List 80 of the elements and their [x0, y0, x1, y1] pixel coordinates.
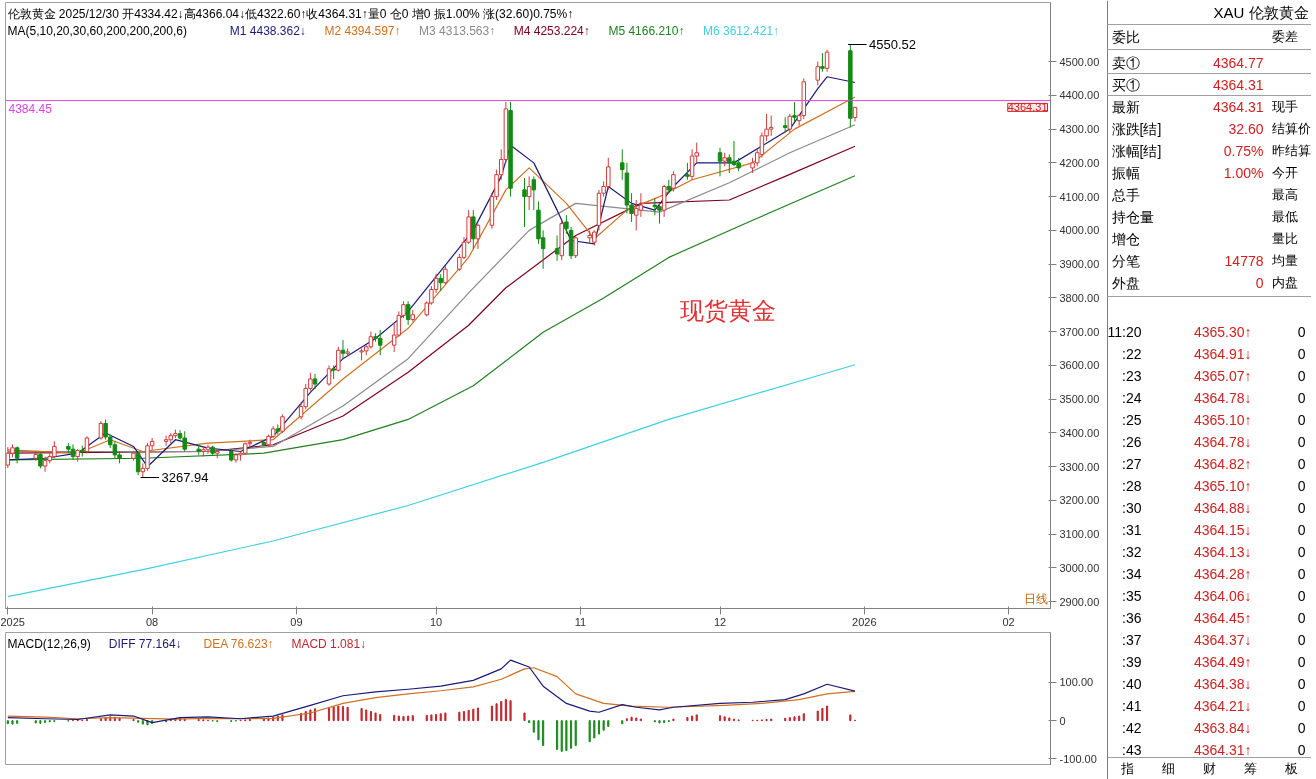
x-tick-label: 10: [429, 615, 443, 628]
annotation: 4550.52: [868, 37, 916, 53]
text: :28 4365.10↑ 0: [1122, 477, 1306, 494]
chart-title: MACD(12,26,9): [7, 636, 91, 651]
text: :35 4364.06↓ 0: [1122, 587, 1306, 604]
text: M6 3612.421↑: [703, 23, 780, 38]
annotation: 日线: [1023, 591, 1048, 606]
chart-title: 伦敦黄金 2025/12/30 开4334.42↓高4366.04↓低4322.60↑收4364.31↑量0 仓0 增0 振1.00% 涨(32.60)0.75%↑: [7, 6, 574, 21]
text: :23 4365.07↑ 0: [1122, 367, 1306, 384]
y-tick-label: 3000.00: [1059, 561, 1100, 574]
text: :43 4364.31↑ 0: [1122, 741, 1306, 758]
text: 涨幅[结] 0.75% 昨结算: [1111, 142, 1311, 159]
text: :30 4364.88↓ 0: [1122, 499, 1306, 516]
text: :36 4364.45↑ 0: [1122, 609, 1306, 626]
text: :41 4364.21↓ 0: [1122, 697, 1306, 714]
annotation: 3267.94: [161, 470, 209, 486]
text: 持仓量 最低: [1111, 208, 1298, 225]
text: 指 细 财 筹 板: [1121, 761, 1298, 776]
y-tick-label: 2900.00: [1059, 595, 1100, 608]
text: :40 4364.38↓ 0: [1122, 675, 1306, 692]
y-tick-label: 100.00: [1059, 676, 1094, 689]
y-tick-label: 4500.00: [1059, 55, 1100, 68]
text: :42 4363.84↓ 0: [1122, 719, 1306, 736]
y-tick-label: 3300.00: [1059, 460, 1100, 473]
y-tick-label: -100.00: [1059, 752, 1097, 765]
y-tick-label: 3600.00: [1059, 359, 1100, 372]
y-tick-label: 3500.00: [1059, 393, 1100, 406]
text: :24 4364.78↓ 0: [1122, 389, 1306, 406]
y-tick-label: 3200.00: [1059, 494, 1100, 507]
text: DEA 76.623↑: [203, 636, 274, 651]
x-tick-label: 09: [290, 615, 303, 628]
text: M3 4313.563↑: [419, 23, 496, 38]
y-tick-label: 4400.00: [1059, 89, 1100, 102]
text: 外盘 0 内盘: [1111, 274, 1298, 291]
text: :37 4364.37↓ 0: [1122, 631, 1306, 648]
y-tick-label: 3800.00: [1059, 291, 1100, 304]
ref-line-label: 4384.45: [8, 101, 53, 116]
y-tick-label: 3700.00: [1059, 325, 1100, 338]
text: 委比 委差: [1111, 28, 1298, 45]
text: :25 4365.10↑ 0: [1122, 411, 1306, 428]
text: 总手 最高: [1111, 186, 1298, 203]
text: :22 4364.91↓ 0: [1122, 345, 1306, 362]
text: 最新 4364.31 现手: [1111, 98, 1298, 115]
y-tick-label: 4300.00: [1059, 123, 1100, 136]
y-tick-label: 0: [1059, 714, 1066, 727]
text: M1 4438.362↓: [229, 23, 306, 38]
text: 11:20 4365.30↑ 0: [1107, 323, 1306, 340]
annotation: 现货黄金: [679, 296, 776, 324]
text: M5 4166.210↑: [608, 23, 685, 38]
y-tick-label: 3100.00: [1059, 528, 1100, 541]
text: 涨跌[结] 32.60 结算价: [1111, 120, 1311, 137]
text: DIFF 77.164↓: [108, 636, 182, 651]
x-tick-label: 2026: [852, 615, 877, 628]
text: 卖① 4364.77: [1111, 54, 1264, 71]
text: 分笔 14778 均量: [1111, 252, 1298, 269]
x-tick-label: 12: [713, 615, 727, 628]
text: M4 4253.224↑: [513, 23, 590, 38]
text: :39 4364.49↑ 0: [1122, 653, 1306, 670]
text: :34 4364.28↑ 0: [1122, 565, 1306, 582]
y-tick-label: 4100.00: [1059, 190, 1100, 203]
text: MACD 1.081↓: [291, 636, 367, 651]
y-tick-label: 3900.00: [1059, 258, 1100, 271]
annotation: 4364.31: [1007, 101, 1048, 114]
text: 增仓 量比: [1111, 230, 1298, 247]
text: :32 4364.13↓ 0: [1122, 543, 1306, 560]
text: MA(5,10,20,30,60,200,200,200,6): [7, 23, 187, 38]
text: :31 4364.15↓ 0: [1122, 521, 1306, 538]
text: XAU 伦敦黄金: [1213, 4, 1309, 21]
x-tick-label: 02: [1002, 615, 1015, 628]
text: :27 4364.82↑ 0: [1122, 455, 1306, 472]
x-tick-label: 08: [146, 615, 159, 628]
y-tick-label: 4200.00: [1059, 156, 1100, 169]
text: 振幅 1.00% 今开: [1111, 164, 1298, 181]
x-tick-label: 2025: [0, 615, 25, 628]
text: :26 4364.78↓ 0: [1122, 433, 1306, 450]
x-tick-label: 11: [574, 615, 587, 628]
y-tick-label: 4000.00: [1059, 224, 1100, 237]
text: 买① 4364.31: [1111, 76, 1264, 93]
text: M2 4394.597↑: [324, 23, 401, 38]
y-tick-label: 3400.00: [1059, 426, 1100, 439]
